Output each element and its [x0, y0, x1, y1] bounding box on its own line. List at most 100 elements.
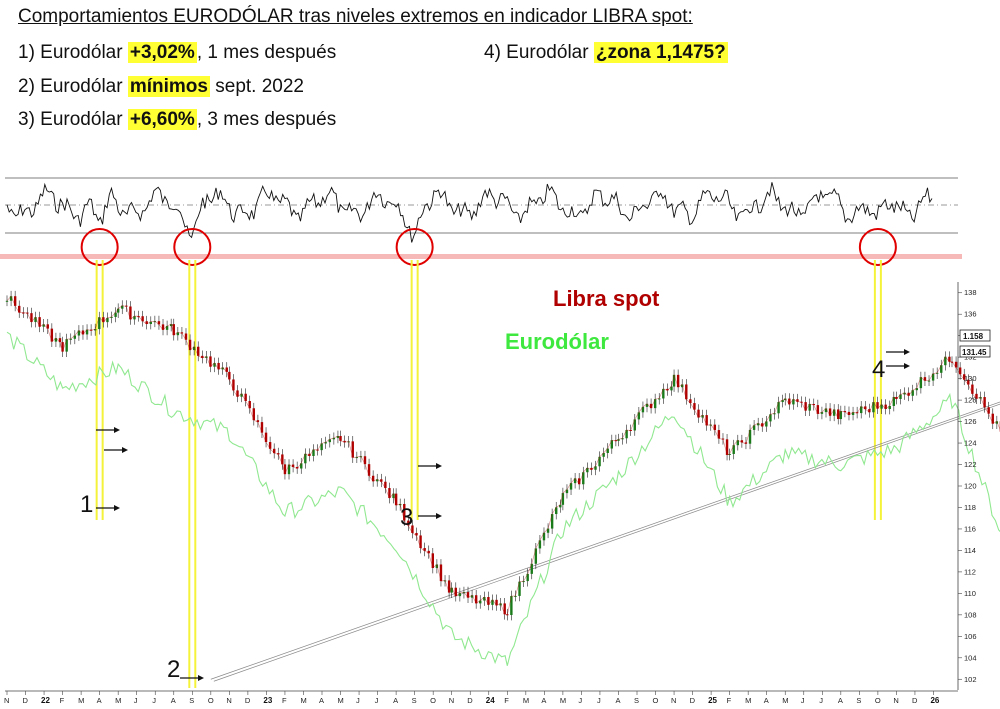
- candle-body: [343, 440, 346, 443]
- candle-body: [522, 581, 525, 583]
- euro-price-badge-text: 1.158: [963, 332, 984, 341]
- candle-body: [851, 412, 855, 415]
- note-3-suffix: , 3 mes después: [196, 109, 337, 130]
- candle-body: [201, 355, 204, 358]
- candle-body: [685, 384, 688, 400]
- candle-body: [847, 411, 851, 415]
- candle-body: [188, 339, 192, 351]
- candle-body: [260, 422, 264, 433]
- candle-body: [65, 339, 68, 352]
- y-tick-label: 114: [964, 546, 976, 555]
- candle-body: [752, 425, 756, 430]
- candle-body: [407, 520, 410, 526]
- candle-body: [54, 338, 58, 342]
- candle-body: [514, 595, 517, 597]
- candle-body: [689, 399, 692, 404]
- candle-body: [884, 404, 887, 410]
- note-2: 2) Eurodólar mínimos sept. 2022: [18, 76, 304, 98]
- candle-body: [479, 600, 482, 604]
- candle-body: [975, 393, 978, 399]
- x-tick-label: A: [838, 696, 843, 705]
- candle-body: [824, 408, 828, 413]
- note-1-highlight: +3,02%: [127, 42, 197, 63]
- event-arrowhead-0: [114, 427, 120, 433]
- candle-body: [864, 406, 867, 410]
- candle-body: [649, 403, 653, 409]
- candle-body: [728, 453, 731, 455]
- candle-body: [602, 452, 605, 457]
- note-1-prefix: 1) Eurodólar: [18, 42, 128, 63]
- candle-body: [376, 479, 379, 482]
- candle-body: [116, 308, 120, 313]
- candle-body: [590, 467, 593, 470]
- candle-body: [868, 409, 871, 413]
- candle-body: [577, 478, 581, 485]
- y-tick-label: 116: [964, 524, 976, 533]
- x-tick-label: M: [78, 696, 84, 705]
- candle-body: [903, 392, 906, 395]
- note-4: 4) Eurodólar ¿zona 1,1475?: [484, 42, 728, 64]
- candle-body: [621, 438, 624, 440]
- candle-body: [291, 464, 295, 467]
- candle-body: [153, 321, 157, 323]
- candle-body: [740, 440, 744, 443]
- candle-body: [931, 373, 935, 381]
- candle-body: [244, 393, 247, 402]
- candle-body: [431, 553, 435, 568]
- candle-body: [411, 525, 414, 533]
- candle-body: [503, 603, 506, 615]
- candle-body: [837, 409, 840, 420]
- note-4-prefix: 4) Eurodólar: [484, 42, 594, 63]
- candle-body: [828, 408, 832, 416]
- candle-body: [832, 409, 836, 416]
- candle-body: [748, 429, 752, 444]
- candle-body: [705, 415, 708, 426]
- candle-body: [328, 439, 331, 443]
- candle-body: [46, 324, 49, 329]
- candle-body: [860, 406, 863, 414]
- x-tick-label: D: [467, 696, 473, 705]
- event-arrowhead-2: [114, 505, 120, 511]
- event-circle-2: [173, 228, 212, 266]
- candle-body: [987, 407, 990, 414]
- candle-body: [332, 437, 336, 440]
- candle-body: [240, 393, 243, 397]
- candle-body: [935, 372, 939, 374]
- candle-body: [149, 321, 152, 325]
- y-tick-label: 120: [964, 482, 977, 491]
- candle-body: [487, 597, 490, 605]
- x-tick-label: A: [171, 696, 176, 705]
- x-tick-label: D: [912, 696, 918, 705]
- candle-body: [85, 329, 89, 335]
- candle-body: [812, 403, 815, 406]
- candle-body: [192, 346, 196, 351]
- candle-body: [232, 379, 235, 391]
- candle-body: [555, 507, 558, 515]
- candle-body: [784, 398, 787, 401]
- x-tick-label: O: [430, 696, 436, 705]
- candle-body: [439, 564, 443, 582]
- candle-body: [907, 392, 910, 396]
- candle-body: [184, 333, 188, 340]
- x-tick-label: S: [189, 696, 194, 705]
- x-tick-label: A: [615, 696, 620, 705]
- candle-body: [121, 305, 124, 309]
- candle-body: [765, 421, 768, 427]
- candle-body: [963, 374, 966, 380]
- candle-body: [927, 380, 931, 382]
- note-2-prefix: 2) Eurodólar: [18, 76, 128, 97]
- annotations: Libra spot Eurodólar 1 2 3 4 1.158 131.4…: [80, 286, 991, 683]
- candle-body: [839, 411, 843, 420]
- candle-body: [470, 595, 474, 598]
- x-tick-label: M: [523, 696, 529, 705]
- candle-body: [355, 457, 359, 459]
- candle-body: [50, 328, 54, 342]
- candle-body: [606, 448, 609, 453]
- candle-body: [165, 326, 169, 330]
- candle-body: [176, 332, 180, 336]
- candle-body: [392, 493, 395, 499]
- note-2-suffix: sept. 2022: [209, 76, 304, 97]
- y-tick-label: 106: [964, 632, 977, 641]
- candle-body: [781, 400, 784, 403]
- oscillator-line: [6, 182, 933, 243]
